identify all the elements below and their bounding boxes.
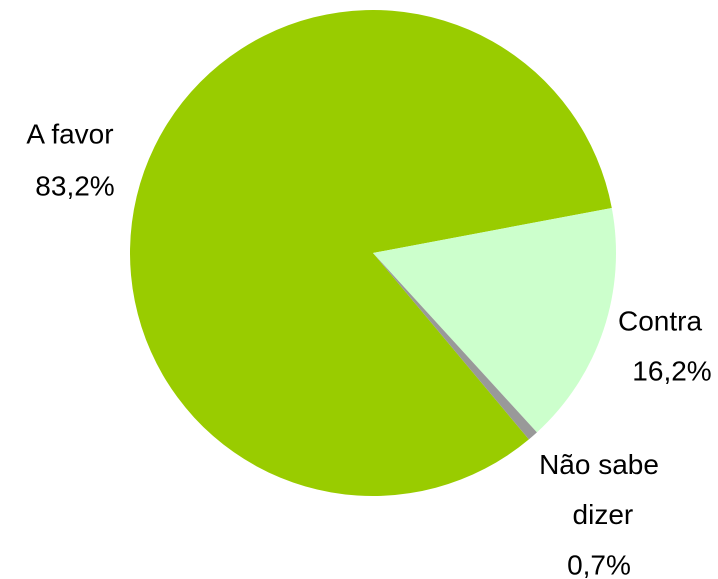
label-line: Não sabe [539,449,659,480]
pie-slice [373,207,616,433]
value-label: 0,7% [567,549,631,579]
value-label: 83,2% [35,170,114,201]
value-label: 16,2% [632,355,711,386]
pie-slice [129,9,612,497]
slice-label: Não sabe dizer [539,449,659,530]
slice-label: A favor [26,118,113,149]
label-line: dizer [565,499,633,530]
pie-slice [373,253,537,440]
slice-label: Contra [618,305,702,336]
